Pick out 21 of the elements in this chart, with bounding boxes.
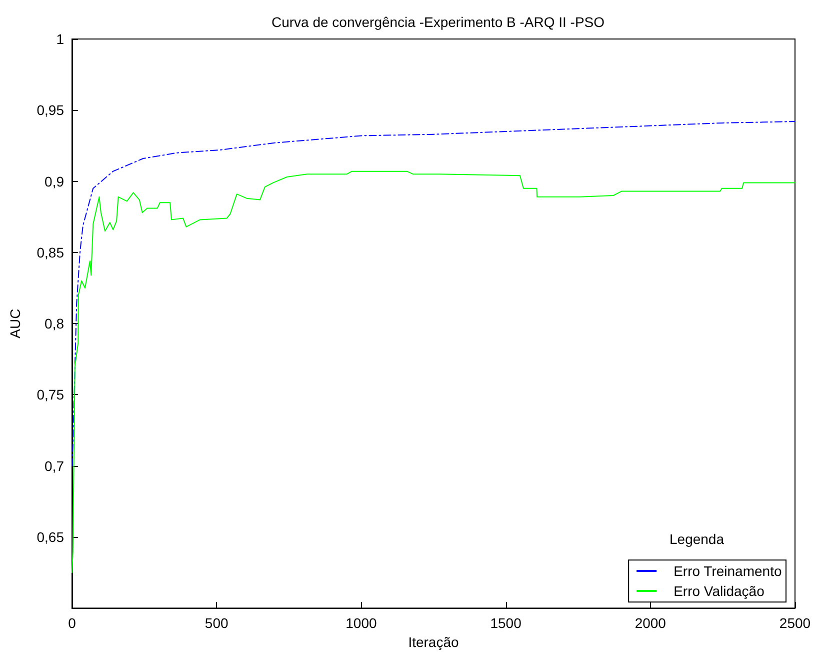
y-tick-label: 0,8 [44,316,64,332]
y-tick-label: 0,95 [36,102,64,118]
x-tick-label: 2500 [779,615,811,632]
legend-label: Erro Validação [674,583,765,599]
y-tick-label: 1 [56,31,64,47]
x-tick-label: 1500 [490,615,522,632]
line-series [72,121,796,466]
y-tick-label: 0,75 [36,386,64,403]
x-tick-label: 0 [68,615,76,632]
y-tick-label: 0,9 [44,173,64,190]
y-axis-title: AUC [7,308,23,338]
x-tick-label: 500 [204,615,228,632]
y-tick-label: 0,7 [44,458,64,474]
x-tick-label: 1000 [346,615,377,632]
x-axis-title: Iteração [408,634,460,650]
y-tick-label: 0,85 [36,244,64,260]
legend-title: Legenda [669,531,724,547]
x-tick-label: 2000 [634,615,666,632]
legend-label: Erro Treinamento [674,563,782,579]
y-tick-label: 0,65 [36,528,64,545]
chart-title: Curva de convergência -Experimento B -ARQ II -PSO [271,14,605,30]
